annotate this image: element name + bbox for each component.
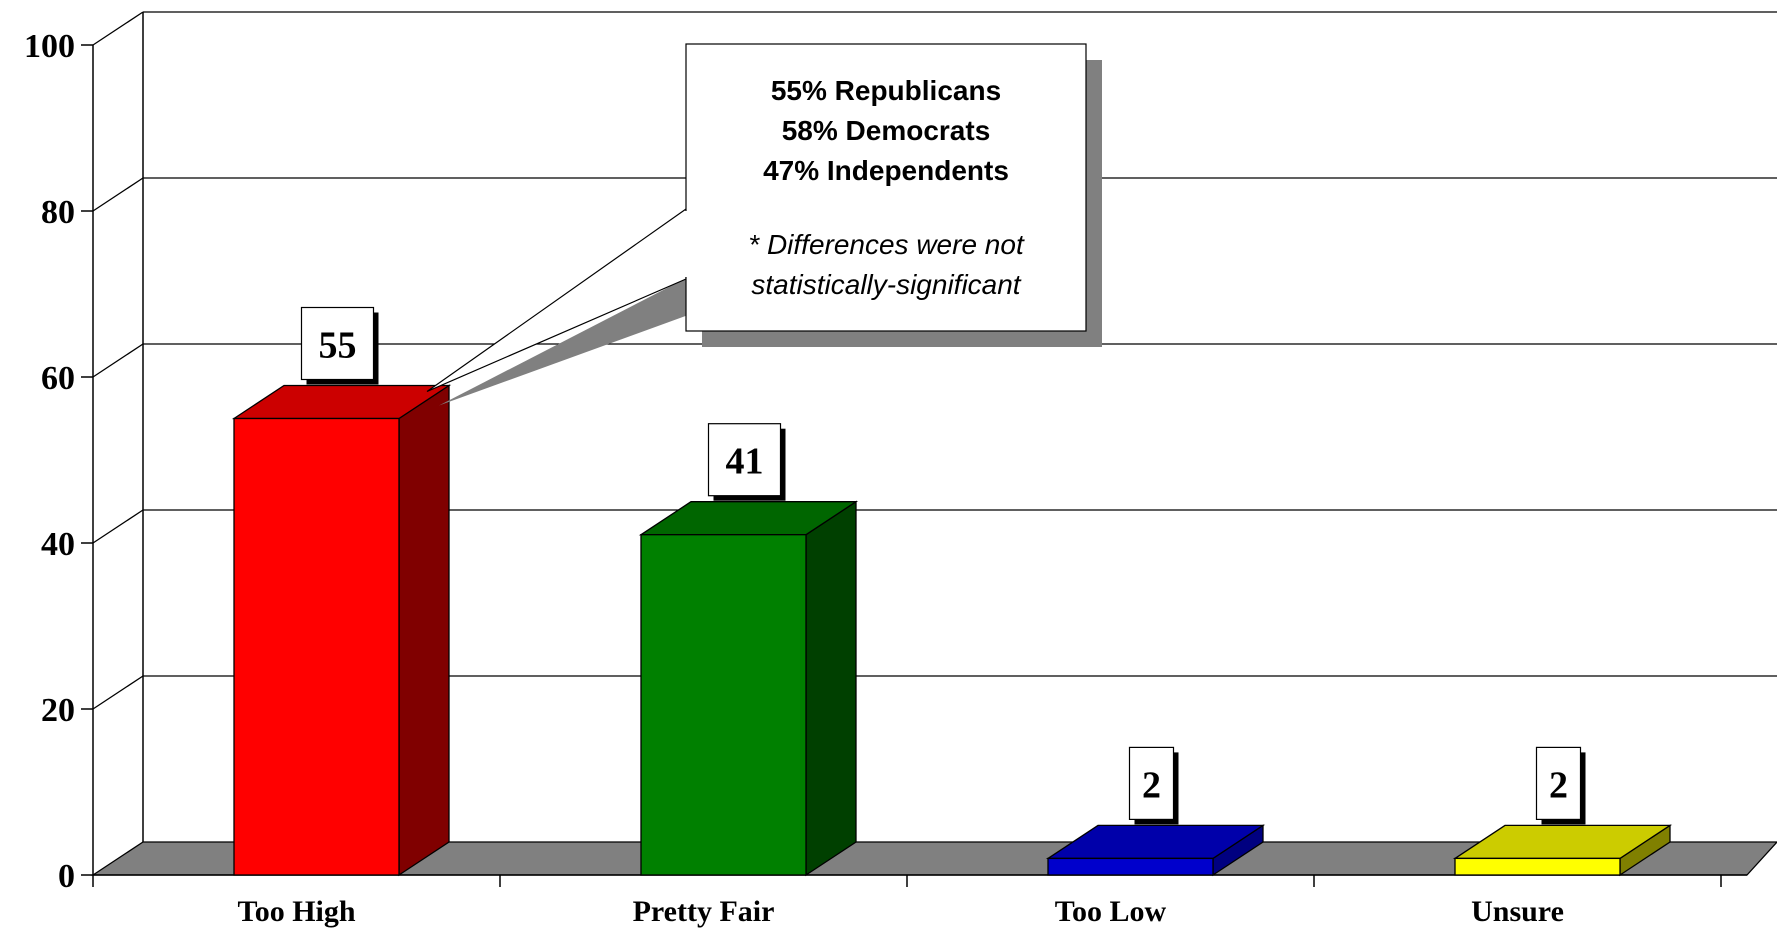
y-tick-label: 80 [41,194,75,231]
gridline-side [92,177,144,212]
data-label-bg [1128,746,1175,821]
data-label: 55 [319,325,357,367]
data-label-bg [1535,746,1582,821]
callout-line: 55% Republicans [771,75,1001,106]
bar-side [398,384,450,877]
callout-pointer-shadow [439,270,702,406]
y-axis: 0 20 40 60 80 100 [24,28,94,895]
data-label: 2 [1142,764,1161,806]
callout-note: * Differences were not [748,229,1025,260]
x-tick-label: Pretty Fair [633,895,775,928]
bar-side [805,500,857,877]
gridline-side [92,343,144,378]
x-tick-label: Too Low [1055,895,1167,928]
data-label-box: 2 [1535,746,1586,825]
bar-too-high [231,384,452,877]
data-label: 2 [1549,764,1568,806]
data-label: 41 [726,441,764,483]
bar-unsure [1452,824,1673,877]
bar-front [233,417,400,876]
bar-too-low [1045,824,1266,877]
x-axis: Too High Pretty Fair Too Low Unsure [92,874,1747,928]
y-tick-label: 20 [41,692,75,729]
bar-pretty-fair [638,500,859,877]
bar-front [1047,857,1214,876]
y-tick-label: 40 [41,526,75,563]
bar-front [640,534,807,876]
callout-box: 55% Republicans 58% Democrats 47% Independ… [426,43,1102,406]
data-label-bg [300,306,375,381]
y-tick-label: 60 [41,360,75,397]
x-tick-label: Unsure [1471,895,1564,928]
bar-front [1454,857,1621,876]
callout-bg [685,43,1087,332]
data-label-box: 55 [300,306,379,385]
gridline-side [92,11,144,46]
bars [231,384,1673,877]
gridline-side [92,675,144,710]
y-tick-label: 100 [24,28,75,65]
callout-line: 47% Independents [763,155,1009,186]
y-tick-label: 0 [58,858,75,895]
data-label-box: 41 [707,423,786,501]
data-label-box: 2 [1128,746,1179,825]
x-tick-label: Too High [237,895,355,928]
callout-note: statistically-significant [751,269,1021,300]
data-labels: 55 41 2 2 [300,306,1586,825]
data-label-bg [707,423,782,497]
callout-line: 58% Democrats [782,115,991,146]
gridline-side [92,509,144,544]
